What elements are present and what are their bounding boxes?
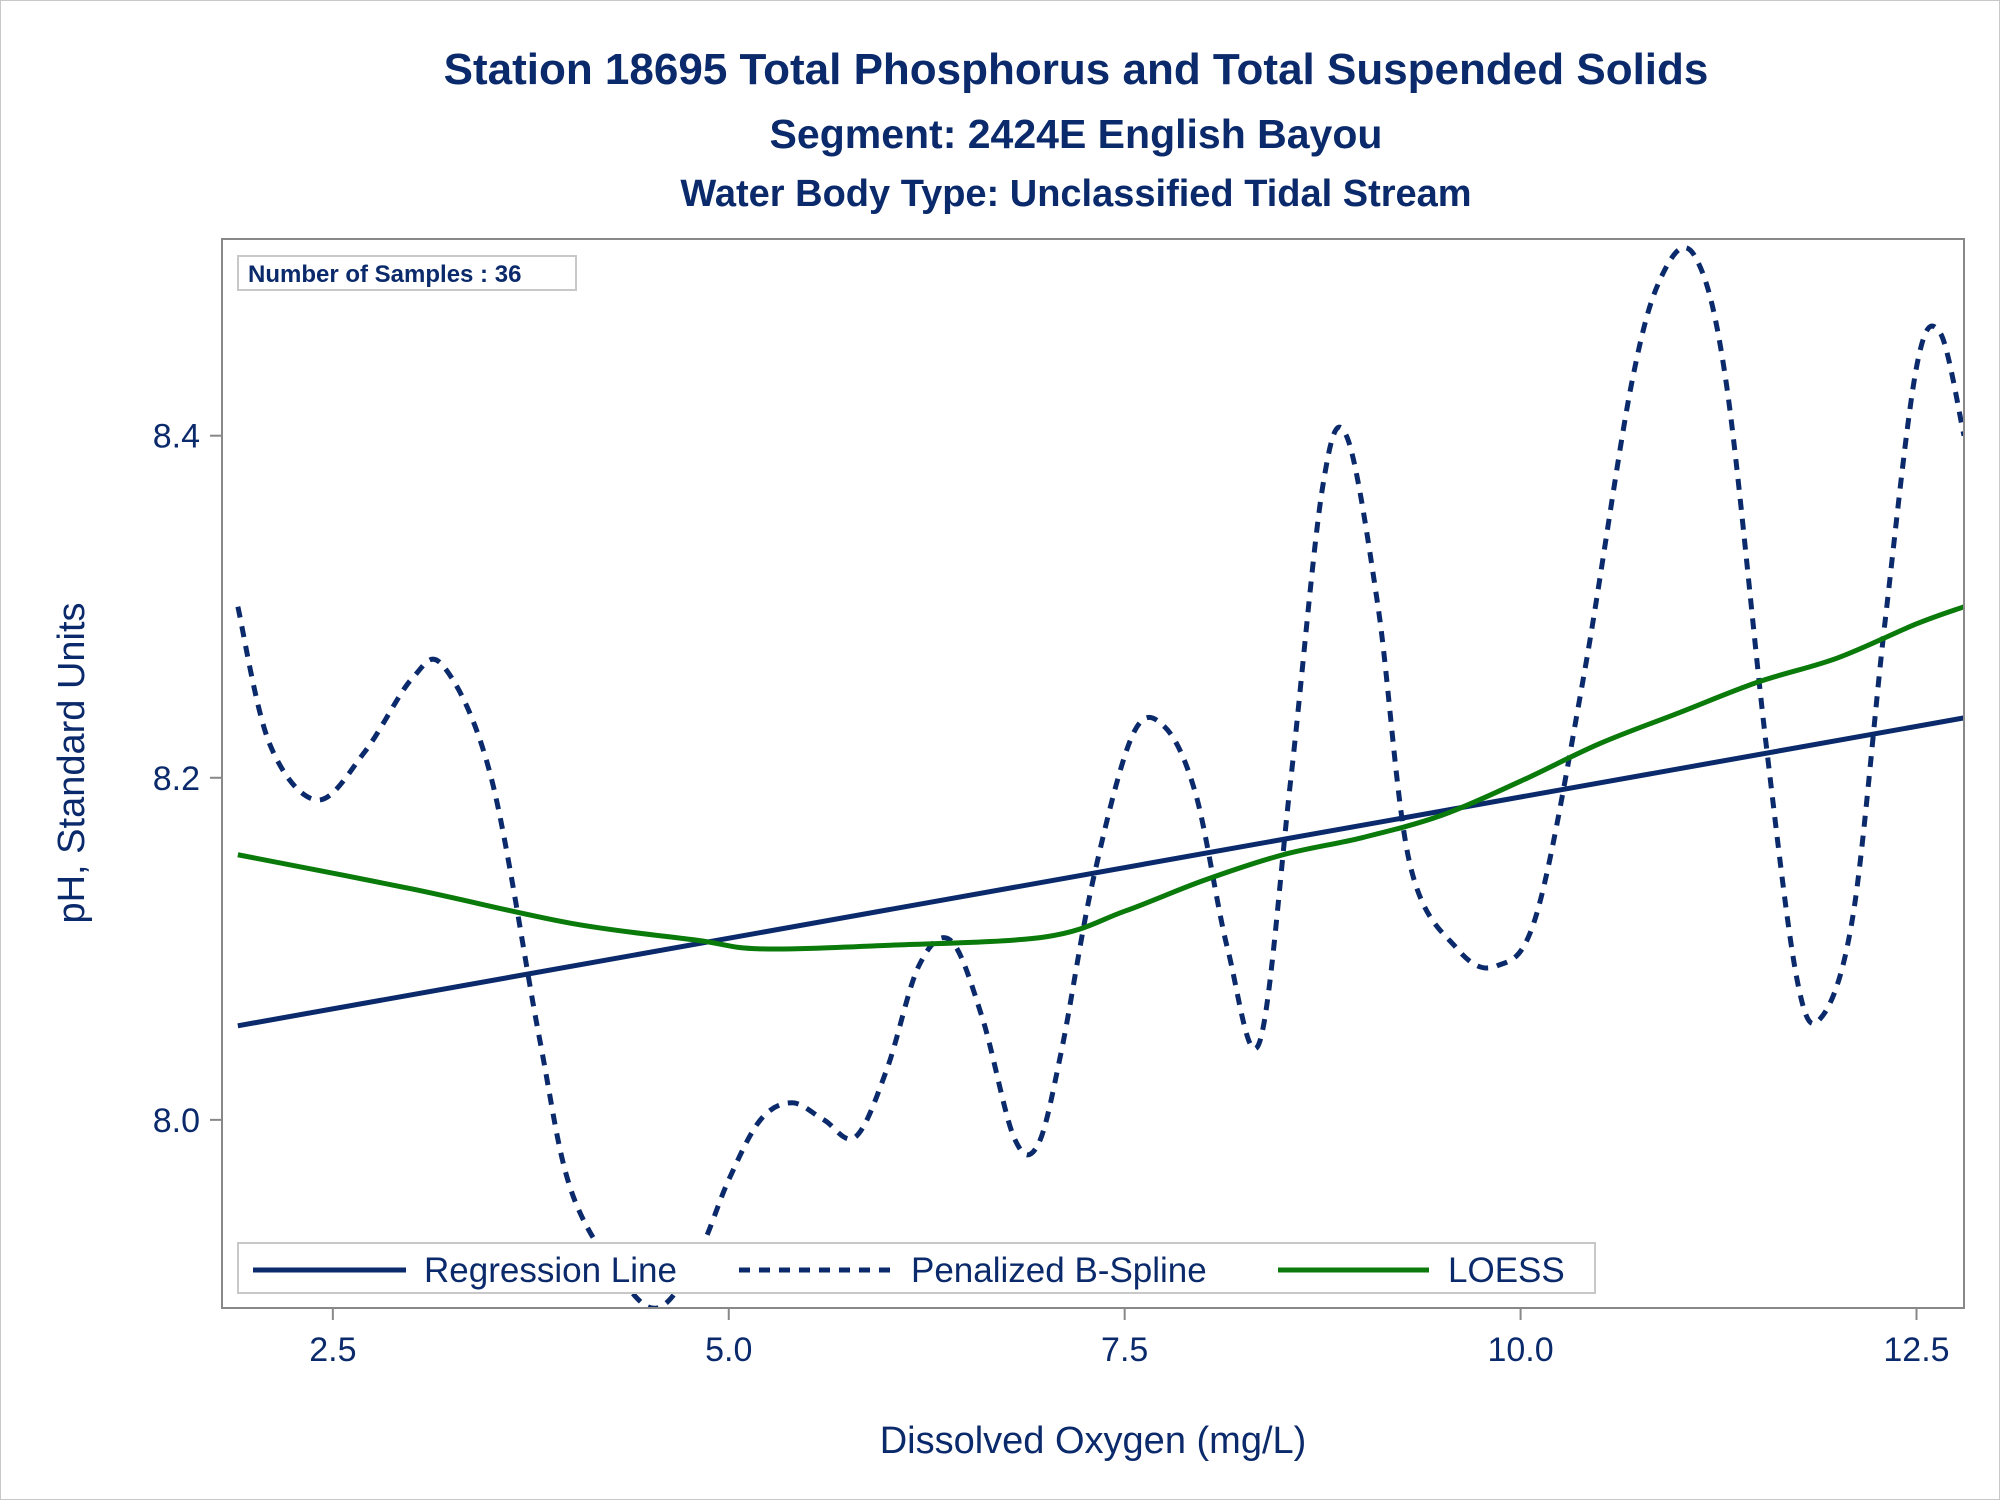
y-tick-label: 8.0: [153, 1102, 200, 1140]
series-loess: [237, 604, 1963, 952]
chart-subtitle-2: Water Body Type: Unclassified Tidal Stre…: [680, 173, 1471, 215]
legend: Regression Line Penalized B-Spline LOESS: [237, 1242, 1596, 1294]
plot-area: [221, 238, 1965, 1309]
x-tick-label: 5.0: [705, 1331, 752, 1369]
legend-label-spline: Penalized B-Spline: [911, 1251, 1207, 1290]
y-axis-label: pH, Standard Units: [51, 602, 93, 923]
y-tick-label: 8.4: [153, 418, 200, 456]
chart-subtitle: Segment: 2424E English Bayou: [770, 111, 1383, 157]
y-tick-label: 8.2: [153, 760, 200, 798]
legend-label-regression: Regression Line: [424, 1251, 677, 1290]
y-axis: 8.0 8.2 8.4: [153, 418, 222, 1140]
x-tick-label: 7.5: [1101, 1331, 1148, 1369]
sample-count-box: [237, 255, 577, 291]
x-axis-label: Dissolved Oxygen (mg/L): [880, 1420, 1307, 1462]
series-penalized-b-spline: [235, 245, 1963, 1307]
chart-title: Station 18695 Total Phosphorus and Total…: [444, 45, 1709, 94]
x-tick-label: 12.5: [1883, 1331, 1949, 1369]
x-tick-label: 2.5: [309, 1331, 356, 1369]
series-regression-line: [237, 715, 1963, 1029]
series-layer: [235, 245, 1963, 1307]
legend-label-loess: LOESS: [1448, 1251, 1565, 1290]
sample-count-label: Number of Samples : 36: [248, 261, 521, 288]
x-axis: 2.5 5.0 7.5 10.0 12.5: [309, 1308, 1950, 1369]
x-tick-label: 10.0: [1487, 1331, 1553, 1369]
